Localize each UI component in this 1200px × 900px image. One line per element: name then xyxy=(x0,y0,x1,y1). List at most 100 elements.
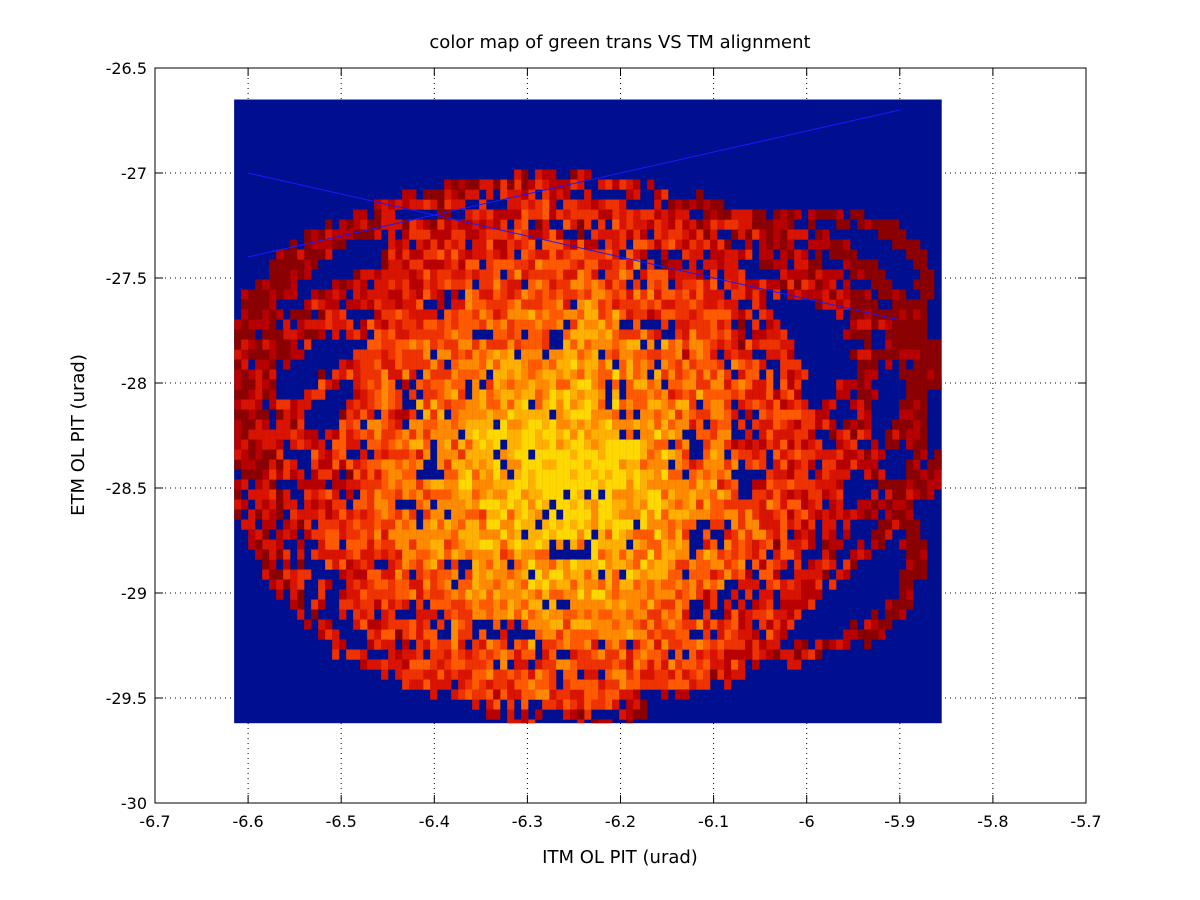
heatmap-cell xyxy=(605,639,613,650)
heatmap-cell xyxy=(472,539,480,550)
heatmap-cell xyxy=(619,529,627,540)
heatmap-cell xyxy=(703,429,711,440)
heatmap-cell xyxy=(745,309,753,320)
heatmap-cell xyxy=(556,539,564,550)
heatmap-cell xyxy=(675,689,683,700)
heatmap-cell xyxy=(717,319,725,330)
heatmap-cell xyxy=(661,439,669,450)
heatmap-cell xyxy=(234,459,242,470)
heatmap-cell xyxy=(423,519,431,530)
heatmap-cell xyxy=(563,419,571,430)
heatmap-cell xyxy=(717,369,725,380)
heatmap-cell xyxy=(829,399,837,410)
heatmap-cell xyxy=(920,249,928,260)
heatmap-cell xyxy=(675,419,683,430)
heatmap-cell xyxy=(612,319,620,330)
heatmap-cell xyxy=(514,609,522,620)
heatmap-cell xyxy=(458,449,466,460)
heatmap-cell xyxy=(857,329,865,340)
heatmap-cell xyxy=(766,559,774,570)
heatmap-cell xyxy=(682,389,690,400)
heatmap-cell xyxy=(507,519,515,530)
heatmap-cell xyxy=(661,299,669,310)
heatmap-cell xyxy=(717,669,725,680)
heatmap-cell xyxy=(430,329,438,340)
heatmap-cell xyxy=(234,359,242,370)
heatmap-cell xyxy=(913,389,921,400)
heatmap-cell xyxy=(808,499,816,510)
heatmap-cell xyxy=(430,539,438,550)
heatmap-cell xyxy=(626,609,634,620)
heatmap-cell xyxy=(920,399,928,410)
heatmap-cell xyxy=(549,679,557,690)
heatmap-cell xyxy=(423,379,431,390)
heatmap-cell xyxy=(535,549,543,560)
heatmap-cell xyxy=(521,269,529,280)
heatmap-cell xyxy=(528,469,536,480)
x-tick-label: -5.7 xyxy=(1070,812,1101,831)
heatmap-cell xyxy=(619,649,627,660)
heatmap-cell xyxy=(381,529,389,540)
heatmap-cell xyxy=(703,559,711,570)
heatmap-cell xyxy=(787,219,795,230)
heatmap-cell xyxy=(500,389,508,400)
heatmap-cell xyxy=(402,439,410,450)
heatmap-cell xyxy=(318,389,326,400)
heatmap-cell xyxy=(465,599,473,610)
heatmap-cell xyxy=(549,309,557,320)
heatmap-cell xyxy=(661,459,669,470)
heatmap-cell xyxy=(479,249,487,260)
heatmap-cell xyxy=(605,469,613,480)
heatmap-cell xyxy=(472,529,480,540)
heatmap-cell xyxy=(521,409,529,420)
heatmap-cell xyxy=(248,419,256,430)
heatmap-cell xyxy=(815,249,823,260)
heatmap-cell xyxy=(416,279,424,290)
heatmap-cell xyxy=(556,349,564,360)
heatmap-cell xyxy=(794,609,802,620)
heatmap-cell xyxy=(304,229,312,240)
heatmap-cell xyxy=(416,589,424,600)
heatmap-cell xyxy=(745,429,753,440)
heatmap-cell xyxy=(402,239,410,250)
heatmap-cell xyxy=(486,459,494,470)
heatmap-cell xyxy=(465,359,473,370)
heatmap-cell xyxy=(444,589,452,600)
heatmap-cell xyxy=(731,519,739,530)
heatmap-cell xyxy=(304,439,312,450)
heatmap-cell xyxy=(654,619,662,630)
heatmap-cell xyxy=(255,539,263,550)
heatmap-cell xyxy=(766,369,774,380)
heatmap-cell xyxy=(626,209,634,220)
heatmap-cell xyxy=(640,489,648,500)
heatmap-cell xyxy=(367,429,375,440)
heatmap-cell xyxy=(388,479,396,490)
heatmap-cell xyxy=(654,229,662,240)
heatmap-cell xyxy=(528,379,536,390)
heatmap-cell xyxy=(486,399,494,410)
heatmap-cell xyxy=(374,279,382,290)
heatmap-cell xyxy=(416,399,424,410)
heatmap-cell xyxy=(367,359,375,370)
heatmap-cell xyxy=(731,329,739,340)
heatmap-cell xyxy=(528,489,536,500)
heatmap-cell xyxy=(381,459,389,470)
heatmap-cell xyxy=(507,499,515,510)
heatmap-cell xyxy=(493,679,501,690)
heatmap-cell xyxy=(759,589,767,600)
heatmap-cell xyxy=(416,569,424,580)
heatmap-cell xyxy=(535,319,543,330)
heatmap-cell xyxy=(360,389,368,400)
heatmap-cell xyxy=(542,249,550,260)
heatmap-cell xyxy=(843,569,851,580)
heatmap-cell xyxy=(458,349,466,360)
heatmap-cell xyxy=(409,559,417,570)
heatmap-cell xyxy=(556,689,564,700)
heatmap-cell xyxy=(374,199,382,210)
heatmap-cell xyxy=(276,489,284,500)
heatmap-cell xyxy=(416,669,424,680)
heatmap-cell xyxy=(507,579,515,590)
heatmap-cell xyxy=(542,629,550,640)
heatmap-cell xyxy=(542,389,550,400)
heatmap-cell xyxy=(654,649,662,660)
